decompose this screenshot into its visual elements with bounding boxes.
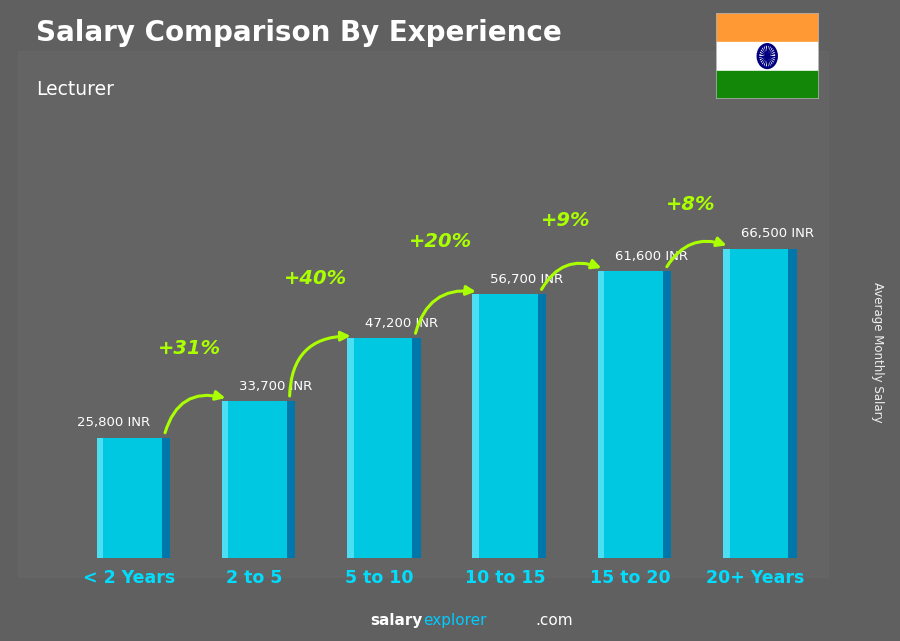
Bar [222,401,229,558]
Bar [663,271,671,558]
Bar [347,338,354,558]
Text: Average Monthly Salary: Average Monthly Salary [871,282,884,423]
Text: +8%: +8% [666,195,716,214]
Circle shape [766,54,769,58]
Text: 61,600 INR: 61,600 INR [616,250,688,263]
Text: 33,700 INR: 33,700 INR [239,379,312,393]
Bar [716,13,819,42]
Text: Lecturer: Lecturer [36,80,114,99]
Bar [788,249,796,558]
Bar [723,249,788,558]
Text: +40%: +40% [284,269,346,288]
Text: +9%: +9% [541,211,590,230]
Bar [162,438,170,558]
Text: 56,700 INR: 56,700 INR [490,273,563,286]
Text: 66,500 INR: 66,500 INR [741,228,814,240]
Bar [412,338,421,558]
Text: 47,200 INR: 47,200 INR [364,317,437,330]
Bar [287,401,295,558]
Bar [222,401,287,558]
Bar [537,294,546,558]
Text: +31%: +31% [158,339,221,358]
Text: explorer: explorer [423,613,487,628]
Bar [96,438,162,558]
Text: 25,800 INR: 25,800 INR [76,417,149,429]
Text: .com: .com [536,613,573,628]
Bar [598,271,663,558]
Bar [723,249,730,558]
Bar [716,71,819,99]
Bar [598,271,604,558]
Bar [96,438,104,558]
Text: Salary Comparison By Experience: Salary Comparison By Experience [36,19,562,47]
Bar [472,294,479,558]
Text: +20%: +20% [409,232,472,251]
Bar [347,338,412,558]
Text: salary: salary [371,613,423,628]
Bar [472,294,537,558]
Bar [716,42,819,71]
